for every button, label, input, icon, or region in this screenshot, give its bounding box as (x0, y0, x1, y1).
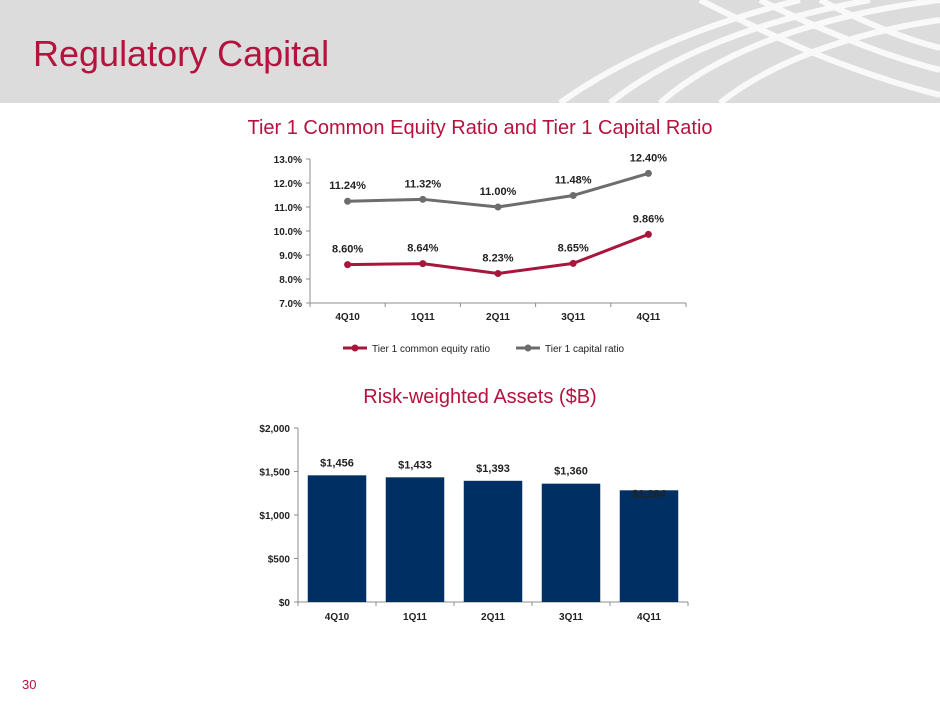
bar-chart-x-tick-label: 3Q11 (559, 612, 583, 623)
line-chart-y-tick-label: 8.0% (279, 275, 302, 286)
page-number: 30 (22, 677, 37, 692)
bar-chart-x-tick-label: 4Q11 (637, 612, 661, 623)
data-point-tier1-common-equity (569, 259, 577, 267)
legend-swatch-marker (524, 344, 532, 352)
data-point-tier1-capital (344, 197, 352, 205)
data-point-tier1-common-equity (344, 261, 352, 269)
line-chart-title: Tier 1 Common Equity Ratio and Tier 1 Ca… (247, 117, 713, 139)
bar-chart-y-tick-label: $2,000 (259, 424, 290, 435)
bar-chart-y-tick-label: $1,000 (259, 511, 290, 522)
data-label-tier1-capital: 11.00% (480, 186, 517, 198)
legend-label: Tier 1 capital ratio (545, 344, 625, 355)
bar-rwa (463, 480, 523, 602)
bar-rwa (385, 477, 445, 602)
bar-data-label: $1,433 (398, 459, 432, 471)
data-label-tier1-capital: 12.40% (630, 152, 668, 164)
bar-chart-y-tick-label: $1,500 (259, 468, 290, 479)
data-point-tier1-capital (419, 195, 427, 203)
bar-chart-x-tick-label: 2Q11 (481, 612, 505, 623)
legend-swatch-marker (351, 344, 359, 352)
bar-chart-x-tick-label: 1Q11 (403, 612, 427, 623)
bar-rwa (619, 490, 679, 602)
line-chart-x-tick-label: 2Q11 (486, 312, 510, 323)
data-point-tier1-common-equity (419, 260, 427, 268)
bar-rwa (541, 483, 601, 602)
data-label-tier1-common-equity: 8.64% (407, 243, 438, 255)
data-label-tier1-common-equity: 8.60% (332, 244, 363, 256)
data-label-tier1-common-equity: 8.65% (558, 242, 589, 254)
line-chart-x-tick-label: 4Q10 (335, 312, 360, 323)
data-label-tier1-common-equity: 9.86% (633, 213, 664, 225)
data-point-tier1-capital (569, 191, 577, 199)
line-chart-x-tick-label: 3Q11 (561, 312, 585, 323)
data-label-tier1-capital: 11.48% (555, 174, 592, 186)
bar-rwa (307, 475, 367, 602)
bar-chart-title: Risk-weighted Assets ($B) (363, 386, 597, 408)
bar-data-label: $1,284 (632, 488, 667, 500)
header-band (0, 0, 940, 103)
line-chart-y-tick-label: 7.0% (279, 299, 302, 310)
line-chart-y-tick-label: 11.0% (274, 203, 302, 214)
bar-chart-x-tick-label: 4Q10 (325, 612, 350, 623)
line-chart-x-tick-label: 4Q11 (636, 312, 660, 323)
line-chart-y-tick-label: 13.0% (274, 155, 302, 166)
bar-chart-y-tick-label: $500 (268, 555, 291, 566)
page-title: Regulatory Capital (33, 33, 330, 74)
data-point-tier1-capital (644, 169, 652, 177)
line-chart-y-tick-label: 9.0% (279, 251, 302, 262)
data-point-tier1-common-equity (494, 269, 502, 277)
data-point-tier1-capital (494, 203, 502, 211)
header-swoosh-graphic (558, 0, 940, 103)
bar-data-label: $1,393 (476, 463, 510, 475)
bar-data-label: $1,456 (320, 457, 354, 469)
bar-chart-y-tick-label: $0 (279, 598, 291, 609)
line-chart-y-tick-label: 10.0% (274, 227, 302, 238)
data-label-tier1-common-equity: 8.23% (482, 252, 513, 264)
data-point-tier1-common-equity (644, 230, 652, 238)
line-chart-x-tick-label: 1Q11 (411, 312, 435, 323)
bar-data-label: $1,360 (554, 466, 588, 478)
data-label-tier1-capital: 11.24% (329, 180, 366, 192)
line-chart-y-tick-label: 12.0% (274, 179, 302, 190)
legend-label: Tier 1 common equity ratio (372, 344, 490, 355)
data-label-tier1-capital: 11.32% (404, 178, 441, 190)
